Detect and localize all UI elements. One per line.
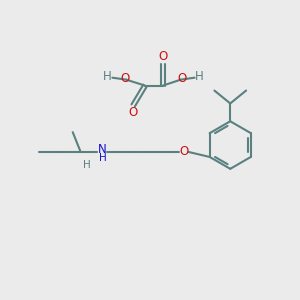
Text: N: N [98,142,107,155]
Text: O: O [158,50,167,63]
Text: H: H [99,153,106,163]
Text: O: O [121,72,130,85]
Text: H: H [103,70,112,83]
Text: H: H [83,160,91,170]
Text: H: H [195,70,204,83]
Text: O: O [177,72,186,85]
Text: O: O [128,106,138,119]
Text: O: O [179,146,188,158]
